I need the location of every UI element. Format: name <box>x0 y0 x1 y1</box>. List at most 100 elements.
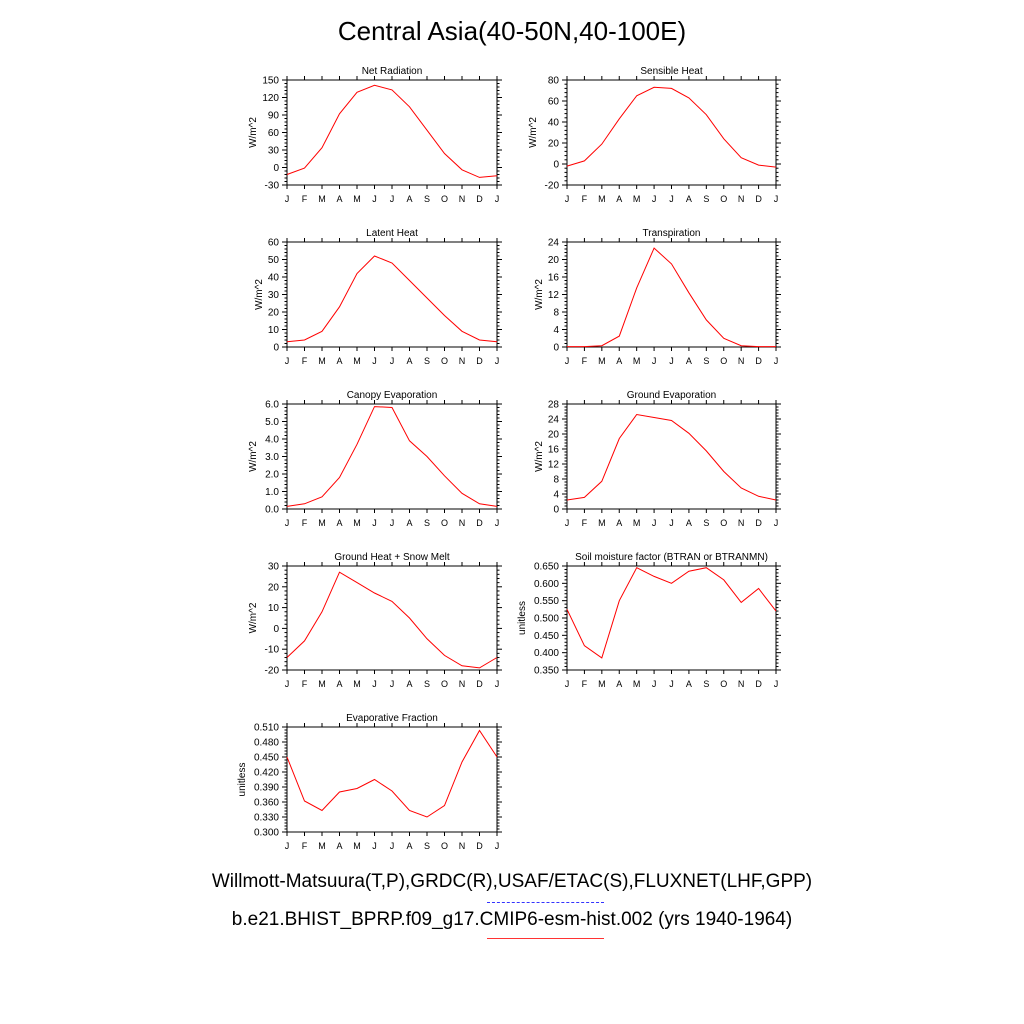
x-tick-label: A <box>686 518 692 528</box>
panel-title: Transpiration <box>643 228 701 239</box>
y-tick-label: 40 <box>268 273 280 284</box>
y-tick-label: 0.510 <box>254 723 279 734</box>
x-tick-label: F <box>302 194 308 204</box>
x-tick-label: S <box>424 194 430 204</box>
y-tick-label: 0.450 <box>254 753 279 764</box>
x-tick-label: S <box>703 679 709 689</box>
y-tick-label: 60 <box>268 128 280 139</box>
x-tick-label: J <box>390 518 395 528</box>
y-tick-label: 10 <box>268 603 280 614</box>
y-tick-label: 20 <box>548 139 560 150</box>
y-tick-label: 0.360 <box>254 798 279 809</box>
y-axis-label: W/m^2 <box>248 602 259 633</box>
x-tick-label: N <box>459 841 466 851</box>
chart-panel-8: J F M A M J J A S O N D J0.3500.4000.4500.5000.5500.… <box>517 552 781 689</box>
panel-title: Ground Heat + Snow Melt <box>334 552 450 563</box>
x-tick-label: N <box>738 356 745 366</box>
panel-title: Soil moisture factor (BTRAN or BTRANMN) <box>575 552 768 563</box>
x-tick-label: M <box>318 356 326 366</box>
x-tick-label: N <box>459 679 466 689</box>
y-tick-label: 10 <box>268 325 280 336</box>
x-tick-label: F <box>302 679 308 689</box>
x-tick-label: N <box>738 679 745 689</box>
x-tick-label: M <box>353 356 361 366</box>
x-tick-label: F <box>302 518 308 528</box>
x-tick-label: J <box>774 194 779 204</box>
series-line <box>567 247 776 348</box>
panel-title: Net Radiation <box>362 66 423 77</box>
x-tick-label: J <box>372 841 377 851</box>
x-tick-label: J <box>669 518 674 528</box>
series-line <box>286 255 498 343</box>
x-tick-label: F <box>582 679 588 689</box>
x-tick-label: M <box>318 679 326 689</box>
panel-title: Ground Evaporation <box>627 390 717 401</box>
x-tick-label: M <box>353 679 361 689</box>
x-tick-label: M <box>598 518 606 528</box>
x-tick-label: J <box>495 841 500 851</box>
x-tick-label: J <box>372 518 377 528</box>
x-tick-label: O <box>441 841 448 851</box>
x-tick-label: A <box>616 679 622 689</box>
series-line <box>286 729 498 818</box>
legend-observed-label: Willmott-Matsuura(T,P),GRDC(R),USAF/ETAC… <box>211 871 813 892</box>
y-tick-label: 1.0 <box>265 487 279 498</box>
y-tick-label: 30 <box>268 562 280 573</box>
y-tick-label: 0.650 <box>534 562 559 573</box>
series-line <box>566 86 777 168</box>
x-tick-label: N <box>459 356 466 366</box>
x-tick-label: A <box>406 841 412 851</box>
chart-panel-4: J F M A M J J A S O N D J04812162024TranspirationW/m… <box>534 228 781 366</box>
x-tick-label: J <box>495 356 500 366</box>
x-tick-label: J <box>390 679 395 689</box>
y-tick-label: 20 <box>548 430 560 441</box>
legend-model-label: b.e21.BHIST_BPRP.f09_g17.CMIP6-esm-hist.… <box>231 909 793 930</box>
y-tick-label: 0 <box>273 624 279 635</box>
y-tick-label: 40 <box>548 118 560 129</box>
x-tick-label: J <box>652 194 657 204</box>
x-tick-label: S <box>703 356 709 366</box>
x-tick-label: J <box>372 679 377 689</box>
x-tick-label: A <box>616 194 622 204</box>
x-tick-label: A <box>336 841 342 851</box>
y-tick-label: 0 <box>553 160 559 171</box>
series-line <box>566 413 777 501</box>
x-tick-label: J <box>495 518 500 528</box>
y-tick-label: 0.600 <box>534 579 559 590</box>
y-tick-label: 0 <box>273 163 279 174</box>
x-tick-label: M <box>633 194 641 204</box>
x-tick-label: D <box>476 356 483 366</box>
x-tick-label: J <box>652 518 657 528</box>
x-tick-label: A <box>686 679 692 689</box>
x-tick-label: J <box>495 194 500 204</box>
plot-frame <box>566 79 777 186</box>
x-tick-label: A <box>616 356 622 366</box>
y-tick-label: 16 <box>548 273 560 284</box>
x-tick-label: J <box>285 679 290 689</box>
chart-panel-5: J F M A M J J A S O N D J0.01.02.03.04.05.06.0Canopy… <box>248 390 502 528</box>
y-tick-label: 24 <box>548 415 560 426</box>
panel-title: Latent Heat <box>366 228 418 239</box>
x-tick-label: D <box>755 356 762 366</box>
y-tick-label: 60 <box>268 238 280 249</box>
x-tick-label: D <box>755 679 762 689</box>
x-tick-label: S <box>424 841 430 851</box>
x-tick-label: J <box>774 679 779 689</box>
x-tick-label: S <box>424 518 430 528</box>
y-tick-label: 28 <box>548 400 560 411</box>
y-tick-label: 0 <box>553 343 559 354</box>
plot-frame <box>566 403 777 510</box>
x-tick-label: J <box>390 841 395 851</box>
x-tick-label: A <box>406 356 412 366</box>
y-axis-label: W/m^2 <box>248 441 259 472</box>
y-tick-label: 0.300 <box>254 828 279 839</box>
x-tick-label: A <box>336 194 342 204</box>
y-axis-label: W/m^2 <box>254 279 265 310</box>
panel-title: Sensible Heat <box>640 66 702 77</box>
series-line <box>566 567 777 659</box>
x-tick-label: J <box>285 841 290 851</box>
y-tick-label: 8 <box>553 475 559 486</box>
